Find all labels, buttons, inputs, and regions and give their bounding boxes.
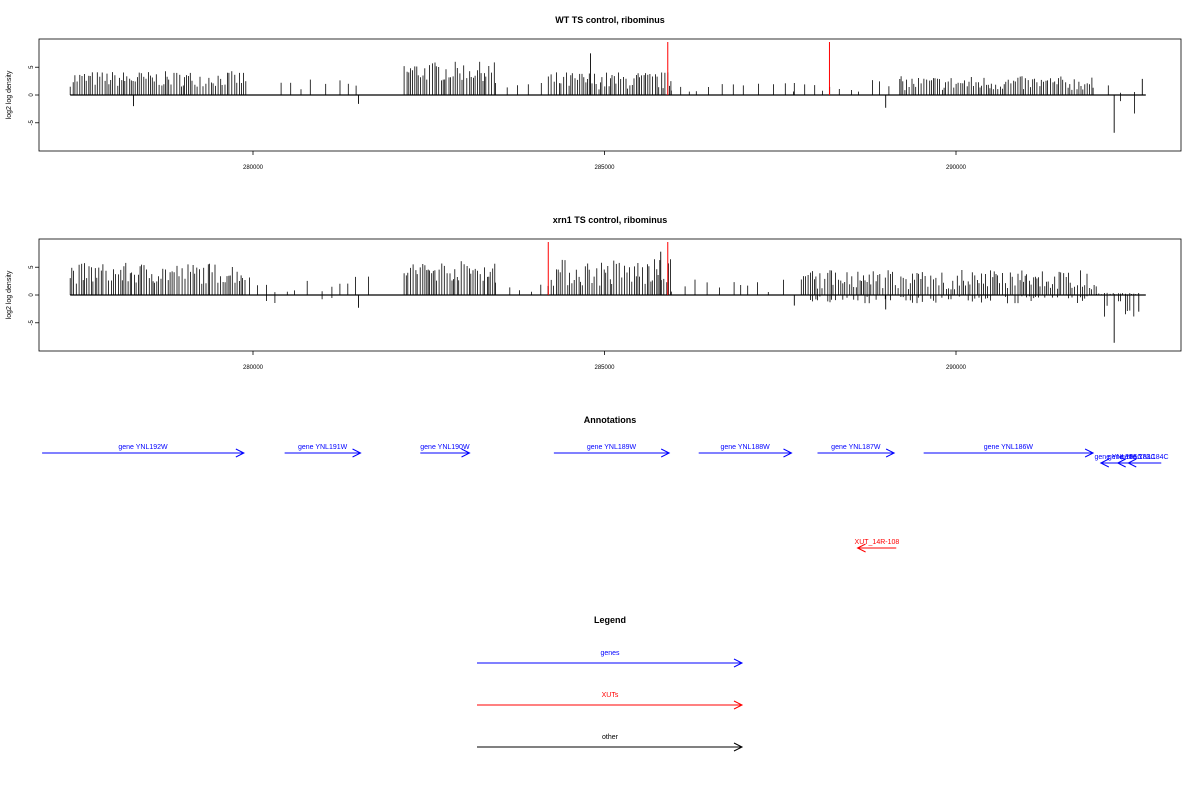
xrn1-y-axis-label: log2 log density: [6, 270, 13, 319]
wt-panel-title: WT TS control, ribominus: [555, 15, 665, 25]
legend: Legend genes XUTs other: [477, 615, 744, 752]
annotation-track: Annotations gene YNL192W gene YNL191W gene…: [42, 415, 1169, 553]
annotation-arrow-head: [660, 448, 671, 458]
annotation-arrow-head: [856, 543, 866, 553]
gene-annotation[interactable]: gene YNL186W: [923, 444, 1095, 458]
annotation-arrow-head: [783, 448, 793, 458]
annotations-title: Annotations: [584, 415, 637, 425]
annotation-arrow-head: [733, 700, 744, 710]
legend-label: genes: [600, 650, 620, 657]
x-tick-label: 290000: [946, 365, 967, 371]
xrn1-coverage-bars: [69, 251, 1146, 343]
gene-label: gene YNL192W: [118, 444, 168, 451]
xrn1-boundary-markers: [547, 242, 669, 295]
legend-items: genes XUTs other: [477, 650, 744, 752]
gene-label: gene YNL185C: [1095, 454, 1143, 461]
annotation-arrow-head: [235, 448, 245, 458]
xrn1-x-axis: 280000 285000 290000: [243, 351, 967, 371]
gene-annotation[interactable]: gene YNL192W: [42, 444, 245, 458]
y-tick-label: -5: [29, 119, 35, 125]
gene-label: gene YNL186W: [984, 444, 1034, 451]
gene-annotation[interactable]: gene YNL189W: [553, 444, 671, 458]
legend-item-other: other: [477, 734, 744, 752]
legend-label: other: [602, 734, 619, 741]
x-tick-label: 285000: [594, 365, 615, 371]
gene-annotation[interactable]: gene YNL188W: [698, 444, 793, 458]
x-tick-label: 285000: [594, 165, 615, 171]
annotation-arrow-head: [1099, 458, 1110, 468]
gene-label: gene YNL189W: [587, 444, 637, 451]
x-tick-label: 280000: [243, 165, 264, 171]
gene-annotation[interactable]: gene YNL183C: [1108, 454, 1156, 468]
gene-label: gene YNL187W: [831, 444, 881, 451]
wt-coverage-panel: WT TS control, ribominus log2 log densit…: [6, 15, 1182, 171]
y-tick-label: 0: [29, 93, 35, 97]
gene-arrows: gene YNL192W gene YNL191W gene YNL190W gene…: [42, 444, 1169, 468]
gene-label: gene YNL190W: [420, 444, 470, 451]
xrn1-y-axis: 5 0 -5: [29, 265, 39, 325]
x-tick-label: 290000: [946, 165, 967, 171]
annotation-arrow-head: [733, 742, 744, 752]
xrn1-coverage-panel: xrn1 TS control, ribominus log2 log dens…: [6, 215, 1182, 371]
legend-item-gene: genes: [477, 650, 744, 668]
annotation-arrow-head: [352, 448, 362, 458]
gene-annotation[interactable]: gene YNL190W: [420, 444, 471, 458]
xrn1-panel-title: xrn1 TS control, ribominus: [553, 215, 668, 225]
xut-annotation[interactable]: XUT_14R-108: [855, 539, 900, 553]
wt-y-axis-label: log2 log density: [6, 70, 13, 119]
gene-label: gene YNL184C: [1121, 454, 1169, 461]
xut-arrows: XUT_14R-108: [855, 539, 900, 553]
annotation-arrow-head: [461, 448, 471, 458]
wt-x-axis: 280000 285000 290000: [243, 151, 967, 171]
annotation-arrow-head: [1116, 458, 1126, 468]
legend-item-xut: XUTs: [477, 692, 744, 710]
y-tick-label: 5: [29, 65, 35, 69]
wt-coverage-bars: [69, 53, 1146, 133]
xut-label: XUT_14R-108: [855, 539, 900, 546]
annotation-arrow-head: [1084, 448, 1095, 458]
gene-annotation[interactable]: gene YNL187W: [817, 444, 896, 458]
annotation-arrow-head: [885, 448, 896, 458]
gene-label: gene YNL183C: [1108, 454, 1156, 461]
wt-boundary-markers: [667, 42, 830, 95]
gene-label: gene YNL191W: [298, 444, 348, 451]
wt-y-axis: 5 0 -5: [29, 65, 39, 125]
annotation-arrow-head: [733, 658, 744, 668]
y-tick-label: 5: [29, 265, 35, 269]
legend-label: XUTs: [602, 692, 619, 699]
x-tick-label: 280000: [243, 365, 264, 371]
y-tick-label: -5: [29, 319, 35, 325]
y-tick-label: 0: [29, 293, 35, 297]
gene-annotation[interactable]: gene YNL191W: [284, 444, 362, 458]
legend-title: Legend: [594, 615, 626, 625]
gene-label: gene YNL188W: [720, 444, 770, 451]
